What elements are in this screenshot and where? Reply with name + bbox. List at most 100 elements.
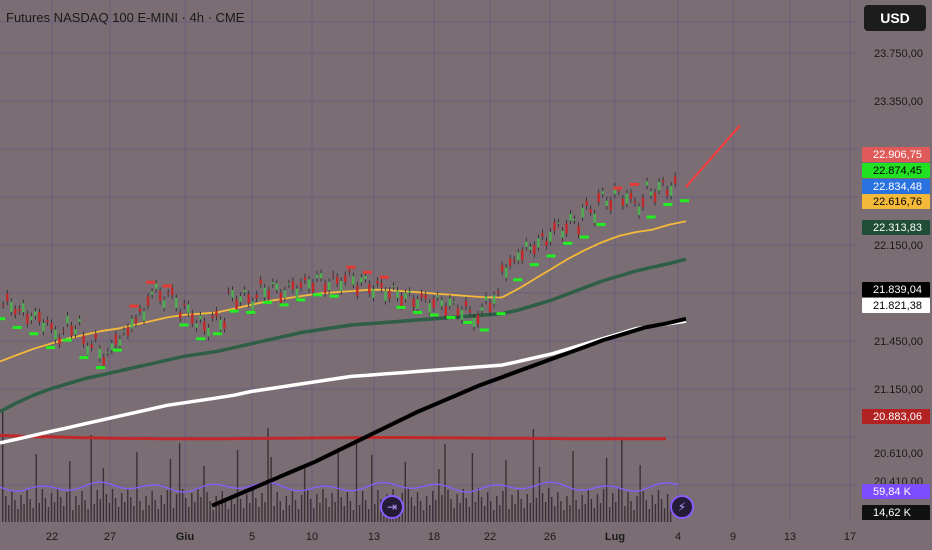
currency-button[interactable]: USD	[864, 5, 926, 31]
x-tick-label: 13	[368, 531, 380, 543]
candle-body	[597, 192, 600, 202]
ema-yellow-line	[0, 220, 687, 363]
volume-bar	[608, 507, 611, 522]
volume-bar	[319, 503, 321, 522]
candle-body	[400, 295, 403, 306]
candle-body	[223, 321, 226, 329]
volume-bar	[209, 501, 211, 522]
volume-bar	[59, 497, 62, 522]
volume-bar	[596, 494, 599, 522]
candle-body	[34, 311, 37, 316]
volume-bar	[368, 509, 370, 522]
volume-bar	[578, 509, 580, 522]
price-label-box	[862, 484, 930, 499]
volume-bar	[151, 491, 153, 522]
volume-bar	[197, 488, 199, 522]
volume-bar	[258, 507, 260, 522]
volume-bar	[508, 509, 510, 522]
candle-body	[74, 329, 77, 335]
volume-bar	[624, 506, 626, 522]
volume-bar	[459, 503, 461, 522]
volume-bar	[191, 493, 193, 522]
volume-bar	[276, 492, 278, 522]
candle-body	[480, 307, 484, 311]
price-label-box	[862, 282, 930, 297]
candle-body	[10, 301, 13, 312]
candle-body	[195, 323, 198, 328]
volume-bar	[172, 508, 175, 522]
volume-bar	[480, 497, 483, 522]
supertrend-marker	[329, 294, 339, 298]
candle-body	[38, 312, 41, 322]
volume-bar	[554, 506, 556, 522]
volume-bar	[50, 493, 53, 522]
candle-body	[110, 343, 114, 351]
supertrend-marker	[112, 348, 122, 352]
volume-bar	[572, 451, 574, 522]
candle-body	[219, 319, 222, 330]
candle-body	[26, 314, 29, 324]
volume-bar	[194, 502, 196, 522]
price-label: 22.874,45	[862, 163, 930, 178]
x-tick-label: Lug	[605, 531, 625, 543]
price-label: 21.821,38	[862, 298, 930, 313]
volume-bar	[581, 495, 583, 522]
supertrend-marker	[296, 298, 306, 302]
candle-body	[239, 296, 242, 302]
volume-bar	[84, 500, 86, 522]
volume-bar	[474, 502, 477, 522]
supertrend-marker	[613, 186, 623, 190]
volume-bar	[203, 466, 205, 522]
volume-bar	[142, 510, 144, 522]
volume-bar	[14, 500, 16, 522]
volume-bar	[523, 508, 525, 522]
candle-body	[106, 351, 110, 353]
candle-body	[231, 290, 234, 298]
volume-bar	[313, 508, 315, 522]
candle-body	[344, 275, 347, 282]
volume-bar	[233, 504, 236, 522]
candle-body	[593, 213, 596, 223]
price-label-text: 21.839,04	[873, 284, 922, 296]
supertrend-marker	[413, 310, 423, 314]
candle-body	[150, 291, 154, 295]
volume-bar	[566, 496, 568, 522]
volume-bar	[105, 494, 108, 522]
volume-bar	[145, 496, 147, 522]
volume-bar	[163, 504, 166, 522]
candle-body	[62, 330, 65, 332]
volume-bar	[124, 502, 126, 522]
candle-body	[484, 296, 488, 301]
price-label-box	[862, 163, 930, 178]
candle-body	[259, 279, 262, 284]
supertrend-marker	[446, 315, 456, 319]
candle-body	[613, 186, 617, 195]
candle-body	[364, 275, 367, 280]
supertrend-marker	[546, 254, 556, 258]
volume-bar	[505, 460, 507, 522]
volume-bar	[307, 490, 309, 522]
volume-bar	[612, 493, 614, 522]
volume-bar	[44, 498, 47, 522]
volume-bar	[279, 501, 281, 522]
volume-bar	[230, 495, 233, 522]
candle-body	[388, 290, 391, 299]
candle-body	[18, 308, 21, 312]
candle-body	[30, 316, 33, 321]
volume-bars	[2, 410, 672, 522]
candle-body	[78, 318, 81, 322]
volume-bar	[255, 498, 257, 522]
candle-body	[348, 270, 351, 272]
candle-body	[179, 312, 182, 319]
candle-body	[420, 293, 423, 298]
volume-bar	[35, 454, 37, 522]
price-label-text: 22.834,48	[873, 181, 922, 193]
supertrend-marker	[680, 199, 689, 203]
volume-bar	[490, 501, 492, 522]
volume-bar	[11, 491, 13, 522]
candle-body	[380, 282, 383, 289]
volume-bar	[483, 506, 486, 522]
volume-bar	[282, 510, 284, 522]
